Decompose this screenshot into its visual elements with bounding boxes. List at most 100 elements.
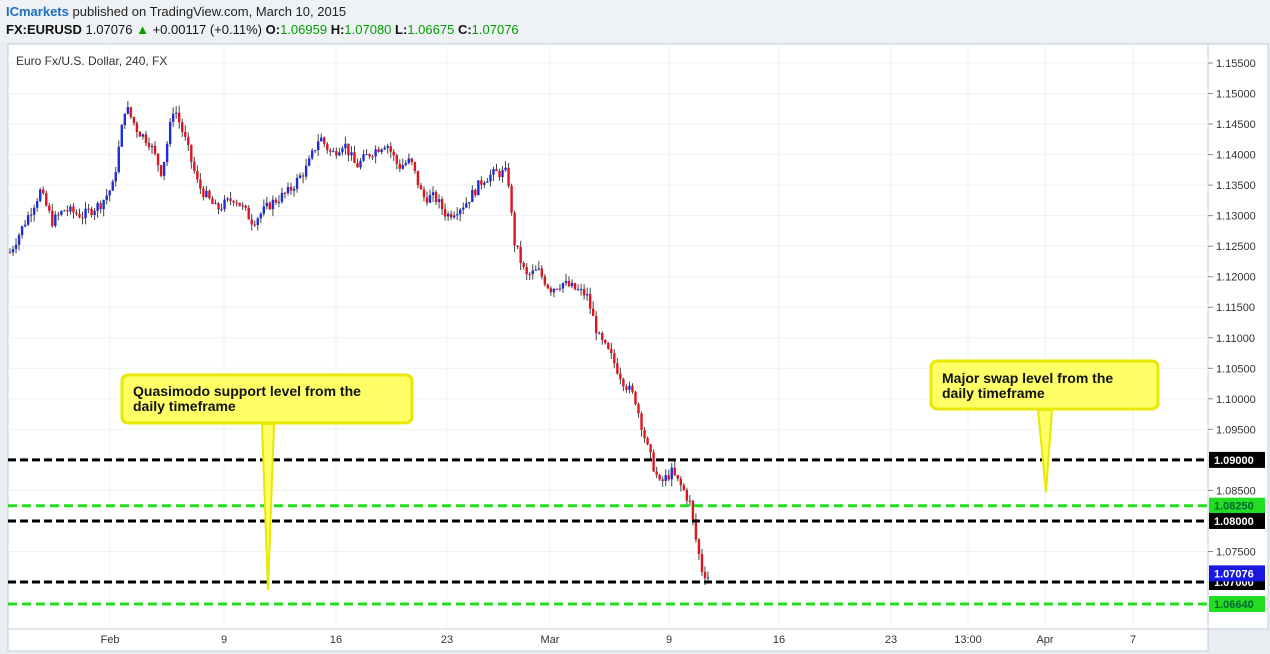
candle-body	[247, 207, 250, 220]
candle-body	[495, 169, 498, 172]
candle-body	[156, 153, 160, 166]
callout-quasimodo[interactable]: Quasimodo support level from the daily t…	[120, 373, 414, 591]
candle-body	[362, 154, 365, 161]
candle-body	[477, 180, 480, 196]
candle-body	[697, 539, 701, 555]
candle-body	[594, 315, 598, 334]
candle-body	[45, 193, 48, 206]
candle-body	[262, 206, 266, 214]
y-tick-label: 1.13500	[1216, 180, 1256, 192]
candle-body	[126, 107, 130, 114]
candle-body	[567, 280, 571, 287]
candle-body	[679, 478, 683, 486]
callout-swap[interactable]: Major swap level from the daily timefram…	[929, 359, 1160, 493]
candle-body	[162, 161, 166, 176]
candle-body	[326, 143, 329, 151]
candle-body	[150, 145, 154, 148]
symbol-label[interactable]: FX:EURUSD	[6, 22, 82, 37]
candle-body	[616, 363, 619, 374]
candle-body	[259, 213, 262, 219]
candles	[8, 101, 710, 585]
candle-body	[610, 348, 613, 354]
candle-body	[625, 386, 628, 390]
candle-body	[29, 214, 33, 216]
candle-body	[75, 212, 78, 215]
candle-body	[510, 186, 513, 213]
price-axis[interactable]	[1207, 43, 1269, 630]
candle-body	[205, 190, 208, 198]
candle-body	[531, 270, 534, 275]
candle-body	[561, 283, 565, 289]
candle-body	[359, 160, 362, 168]
candle-body	[283, 192, 287, 194]
candle-body	[208, 190, 211, 199]
candle-body	[598, 333, 601, 335]
x-tick-label: 9	[221, 634, 227, 646]
y-tick-label: 1.08500	[1216, 485, 1256, 497]
candle-body	[468, 202, 471, 204]
candle-body	[317, 141, 320, 151]
candle-body	[51, 210, 54, 226]
candle-body	[159, 165, 163, 176]
callout-swap-line2: daily timeframe	[942, 385, 1045, 401]
candle-body	[706, 577, 710, 579]
candle-body	[601, 333, 604, 340]
plot-area[interactable]	[7, 43, 1209, 630]
candle-body	[395, 155, 398, 164]
candle-body	[558, 288, 562, 290]
x-tick-label: Feb	[101, 634, 120, 646]
candle-body	[102, 200, 105, 210]
candle-body	[11, 249, 15, 253]
level-label: 1.08000	[1214, 516, 1254, 528]
candle-body	[607, 343, 610, 349]
candle-body	[688, 500, 692, 502]
candle-body	[356, 163, 359, 168]
candle-body	[549, 288, 553, 293]
y-tick-label: 1.14000	[1216, 150, 1256, 162]
candle-body	[63, 210, 66, 212]
open-value: 1.06959	[280, 22, 328, 37]
candle-body	[513, 212, 516, 246]
candle-body	[184, 131, 187, 137]
candle-body	[564, 280, 568, 284]
candle-body	[244, 205, 247, 208]
candle-body	[57, 214, 60, 216]
candle-body	[465, 203, 468, 208]
candle-body	[483, 182, 486, 185]
candle-body	[42, 189, 45, 194]
x-tick-label: 16	[330, 634, 342, 646]
candle-body	[214, 203, 217, 205]
candle-body	[274, 199, 278, 203]
candle-body	[664, 475, 667, 481]
candle-body	[440, 199, 444, 210]
candle-body	[347, 143, 350, 156]
candle-body	[187, 136, 190, 145]
candle-body	[90, 209, 93, 216]
candle-body	[365, 154, 368, 156]
x-tick-label: 7	[1130, 634, 1136, 646]
candle-body	[428, 195, 432, 203]
candle-body	[579, 289, 583, 291]
candle-body	[310, 150, 314, 159]
candle-body	[416, 170, 420, 186]
candle-body	[452, 215, 456, 218]
author-link[interactable]: ICmarkets	[6, 4, 69, 19]
chart-header: ICmarkets published on TradingView.com, …	[0, 0, 1270, 42]
candle-body	[474, 189, 477, 196]
candle-body	[398, 163, 401, 169]
time-axis[interactable]	[7, 628, 1209, 652]
candle-body	[380, 149, 383, 153]
level-label-bg	[1209, 512, 1265, 529]
candle-body	[144, 134, 148, 144]
candle-body	[582, 289, 586, 296]
candle-body	[253, 224, 256, 226]
candle-body	[235, 202, 238, 204]
time-axis-ticks: Feb 9 16 23 Mar 9 16 23 13:00 Apr 7	[101, 634, 1137, 646]
candle-body	[174, 112, 178, 114]
candle-body	[304, 165, 308, 177]
candle-body	[637, 404, 640, 414]
y-tick-label: 1.12000	[1216, 272, 1256, 284]
candle-body	[69, 206, 72, 212]
level-label: 1.06640	[1214, 599, 1254, 611]
